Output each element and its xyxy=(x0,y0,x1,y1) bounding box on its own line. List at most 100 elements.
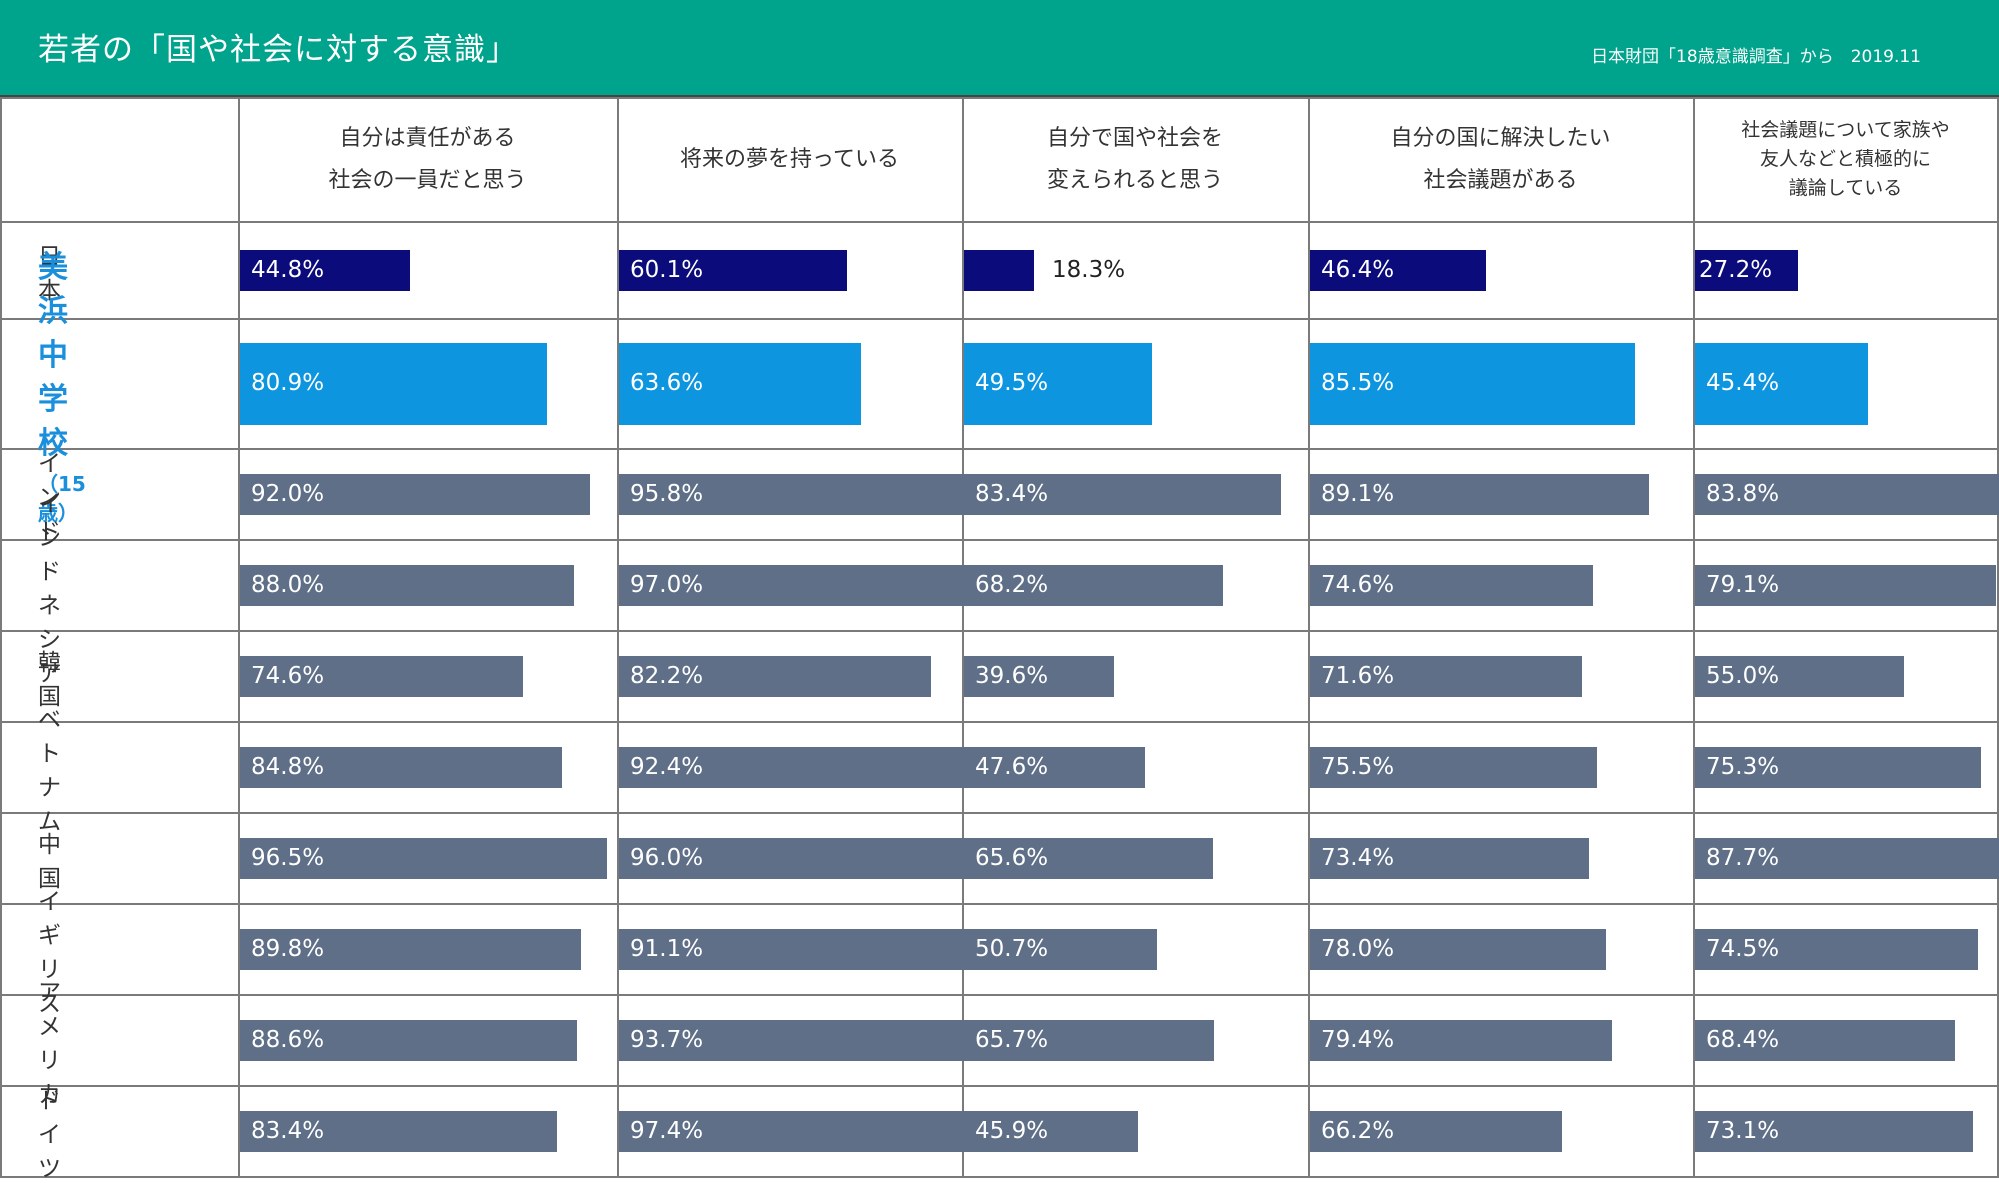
data-label: 49.5% xyxy=(975,370,1049,396)
grid-hline xyxy=(0,318,1999,320)
row-label: 韓国 xyxy=(38,649,61,710)
data-bar xyxy=(964,656,1114,697)
data-bar xyxy=(240,656,523,697)
data-label: 45.9% xyxy=(975,1118,1049,1144)
data-label: 87.7% xyxy=(1706,845,1780,871)
data-label: 68.4% xyxy=(1706,1027,1780,1053)
data-label: 39.6% xyxy=(975,663,1049,689)
data-label: 71.6% xyxy=(1321,663,1395,689)
data-label: 82.2% xyxy=(630,663,704,689)
data-bar xyxy=(240,1020,577,1061)
grid-vline xyxy=(1308,97,1310,1177)
grid-hline xyxy=(0,903,1999,905)
data-label: 47.6% xyxy=(975,754,1049,780)
data-label: 75.3% xyxy=(1706,754,1780,780)
grid-hline xyxy=(0,1176,1999,1178)
data-bar xyxy=(240,1111,557,1152)
data-label: 85.5% xyxy=(1321,370,1395,396)
data-label: 73.4% xyxy=(1321,845,1395,871)
chart-source: 日本財団「18歳意識調査」から 2019.11 xyxy=(1591,47,1921,67)
data-label: 46.4% xyxy=(1321,257,1395,283)
data-bar xyxy=(240,929,581,970)
data-bar xyxy=(619,838,984,879)
data-label: 92.4% xyxy=(630,754,704,780)
data-bar xyxy=(240,838,607,879)
data-bar xyxy=(1310,656,1582,697)
data-bar xyxy=(964,474,1281,515)
data-label: 66.2% xyxy=(1321,1118,1395,1144)
data-label: 75.5% xyxy=(1321,754,1395,780)
data-label: 78.0% xyxy=(1321,936,1395,962)
row-label: アメリカ xyxy=(38,979,61,1108)
data-bar xyxy=(619,1111,989,1152)
data-label: 73.1% xyxy=(1706,1118,1780,1144)
column-header: 社会議題について家族や 友人などと積極的に 議論している xyxy=(1741,119,1950,199)
data-label: 95.8% xyxy=(630,481,704,507)
column-header: 将来の夢を持っている xyxy=(680,146,899,172)
data-bar xyxy=(1695,474,1999,515)
row-label: インドネシア xyxy=(38,490,61,687)
data-label: 88.6% xyxy=(251,1027,325,1053)
data-label: 83.8% xyxy=(1706,481,1780,507)
grid-vline xyxy=(962,97,964,1177)
data-bar xyxy=(964,838,1213,879)
data-bar xyxy=(1695,1020,1955,1061)
data-label: 96.0% xyxy=(630,845,704,871)
data-label: 45.4% xyxy=(1706,370,1780,396)
data-label: 84.8% xyxy=(251,754,325,780)
data-label: 27.2% xyxy=(1699,257,1773,283)
grid-vline xyxy=(0,97,2,1177)
data-label: 91.1% xyxy=(630,936,704,962)
data-label: 89.8% xyxy=(251,936,325,962)
data-bar xyxy=(1310,747,1597,788)
data-label: 79.1% xyxy=(1706,572,1780,598)
grid-hline xyxy=(0,1085,1999,1087)
grid-vline xyxy=(1997,97,1999,1177)
data-bar xyxy=(964,1020,1214,1061)
data-label: 55.0% xyxy=(1706,663,1780,689)
data-label: 44.8% xyxy=(251,257,325,283)
data-bar xyxy=(1695,838,1999,879)
grid-hline xyxy=(0,630,1999,632)
data-bar xyxy=(964,565,1223,606)
data-bar xyxy=(619,250,847,291)
data-bar xyxy=(240,250,410,291)
data-label: 65.7% xyxy=(975,1027,1049,1053)
data-bar xyxy=(240,565,574,606)
data-label: 79.4% xyxy=(1321,1027,1395,1053)
data-bar xyxy=(619,747,970,788)
column-header: 自分の国に解決したい 社会議題がある xyxy=(1390,125,1611,193)
grid-hline xyxy=(0,812,1999,814)
data-bar xyxy=(964,1111,1138,1152)
data-label: 74.6% xyxy=(1321,572,1395,598)
data-label: 93.7% xyxy=(630,1027,704,1053)
grid-hline xyxy=(0,448,1999,450)
grid-hline xyxy=(0,97,1999,99)
data-bar xyxy=(1695,747,1981,788)
data-bar xyxy=(1695,343,1868,425)
chart-header: 若者の「国や社会に対する意識」 日本財団「18歳意識調査」から 2019.11 xyxy=(0,0,1999,97)
data-label: 68.2% xyxy=(975,572,1049,598)
data-bar xyxy=(1695,929,1978,970)
row-label-sublabel: （15歳） xyxy=(38,472,86,525)
data-bar xyxy=(964,250,1034,291)
grid-vline xyxy=(238,97,240,1177)
data-bar xyxy=(1310,929,1606,970)
row-label: ドイツ xyxy=(38,1087,61,1182)
data-label: 50.7% xyxy=(975,936,1049,962)
grid-hline xyxy=(0,221,1999,223)
row-label: 日本 xyxy=(38,243,61,304)
data-bar xyxy=(1695,565,1996,606)
row-label: ベトナム xyxy=(38,706,61,835)
data-label: 83.4% xyxy=(975,481,1049,507)
data-bar xyxy=(619,565,988,606)
grid-vline xyxy=(617,97,619,1177)
grid-hline xyxy=(0,994,1999,996)
data-bar xyxy=(1695,250,1798,291)
data-bar xyxy=(619,343,861,425)
data-bar xyxy=(1310,474,1649,515)
column-header: 自分は責任がある 社会の一員だと思う xyxy=(328,125,527,193)
data-bar xyxy=(1310,1020,1612,1061)
data-label: 80.9% xyxy=(251,370,325,396)
data-bar xyxy=(964,929,1157,970)
